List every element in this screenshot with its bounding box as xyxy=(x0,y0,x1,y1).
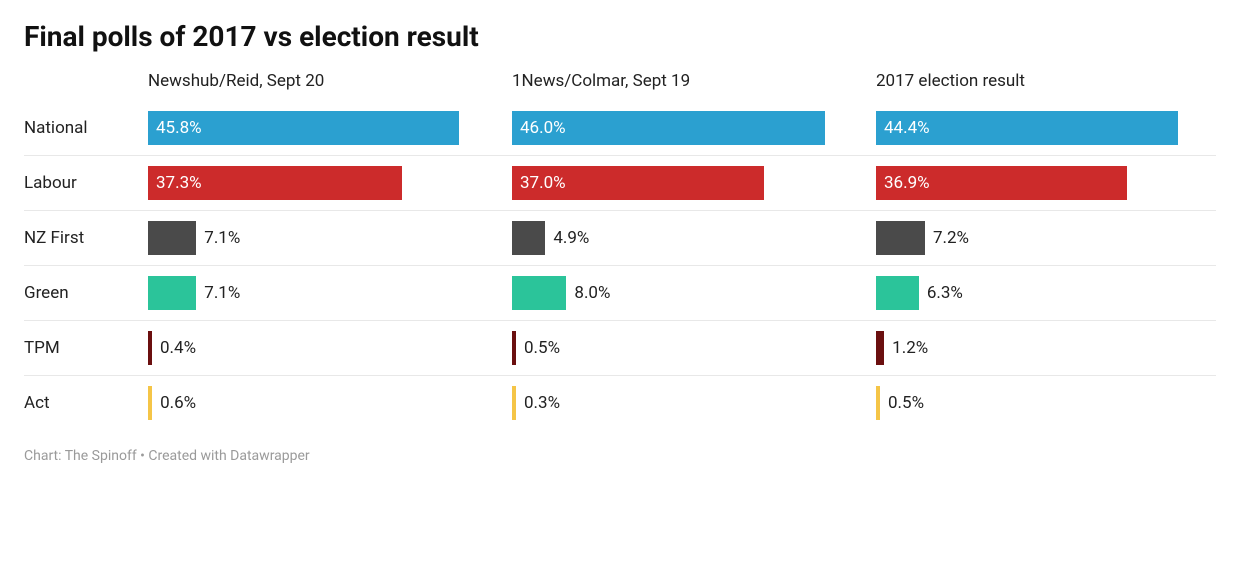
bar-cell: 8.0% xyxy=(512,276,852,310)
bar-cell: 4.9% xyxy=(512,221,852,255)
bar: 46.0% xyxy=(512,111,825,145)
bar xyxy=(512,276,566,310)
bar-cell: 0.4% xyxy=(148,331,488,365)
chart-grid: Newshub/Reid, Sept 20 1News/Colmar, Sept… xyxy=(24,71,1216,430)
bar-value-label: 0.5% xyxy=(516,338,560,358)
bar-value-label: 44.4% xyxy=(876,118,930,138)
row-separator xyxy=(24,320,1216,321)
bar-value-label: 0.5% xyxy=(880,393,924,413)
bar-value-label: 4.9% xyxy=(545,228,589,248)
column-header: 1News/Colmar, Sept 19 xyxy=(512,71,852,101)
bar-cell: 1.2% xyxy=(876,331,1216,365)
row-label: Act xyxy=(24,393,124,413)
bar-value-label: 0.6% xyxy=(152,393,196,413)
bar-cell: 36.9% xyxy=(876,166,1216,200)
bar-value-label: 1.2% xyxy=(884,338,928,358)
bar-value-label: 46.0% xyxy=(512,118,566,138)
column-header: 2017 election result xyxy=(876,71,1216,101)
bar-value-label: 0.4% xyxy=(152,338,196,358)
bar-cell: 0.3% xyxy=(512,386,852,420)
bar-cell: 37.0% xyxy=(512,166,852,200)
chart-title: Final polls of 2017 vs election result xyxy=(24,20,1216,53)
bar-value-label: 45.8% xyxy=(148,118,202,138)
row-separator xyxy=(24,265,1216,266)
column-header: Newshub/Reid, Sept 20 xyxy=(148,71,488,101)
bar-value-label: 36.9% xyxy=(876,173,930,193)
bar-value-label: 37.0% xyxy=(512,173,566,193)
bar-value-label: 7.1% xyxy=(196,228,240,248)
bar: 36.9% xyxy=(876,166,1127,200)
bar: 37.0% xyxy=(512,166,764,200)
bar-value-label: 7.2% xyxy=(925,228,969,248)
bar-cell: 37.3% xyxy=(148,166,488,200)
bar xyxy=(876,276,919,310)
bar-cell: 7.1% xyxy=(148,276,488,310)
bar: 37.3% xyxy=(148,166,402,200)
bar xyxy=(876,221,925,255)
bar-value-label: 8.0% xyxy=(566,283,610,303)
bar-cell: 45.8% xyxy=(148,111,488,145)
bar-cell: 0.5% xyxy=(876,386,1216,420)
bar-value-label: 0.3% xyxy=(516,393,560,413)
row-label: Green xyxy=(24,283,124,303)
bar-cell: 0.6% xyxy=(148,386,488,420)
bar: 45.8% xyxy=(148,111,459,145)
bar xyxy=(512,221,545,255)
bar-cell: 7.2% xyxy=(876,221,1216,255)
row-label: National xyxy=(24,118,124,138)
row-label: NZ First xyxy=(24,228,124,248)
row-separator xyxy=(24,210,1216,211)
chart-footer: Chart: The Spinoff • Created with Datawr… xyxy=(24,448,1216,464)
bar-value-label: 7.1% xyxy=(196,283,240,303)
bar xyxy=(876,331,884,365)
bar xyxy=(148,221,196,255)
bar-value-label: 6.3% xyxy=(919,283,963,303)
bar xyxy=(148,276,196,310)
bar-cell: 46.0% xyxy=(512,111,852,145)
row-label: TPM xyxy=(24,338,124,358)
bar: 44.4% xyxy=(876,111,1178,145)
bar-value-label: 37.3% xyxy=(148,173,202,193)
bar-cell: 0.5% xyxy=(512,331,852,365)
bar-cell: 44.4% xyxy=(876,111,1216,145)
row-label: Labour xyxy=(24,173,124,193)
bar-cell: 6.3% xyxy=(876,276,1216,310)
bar-cell: 7.1% xyxy=(148,221,488,255)
row-separator xyxy=(24,375,1216,376)
row-separator xyxy=(24,155,1216,156)
